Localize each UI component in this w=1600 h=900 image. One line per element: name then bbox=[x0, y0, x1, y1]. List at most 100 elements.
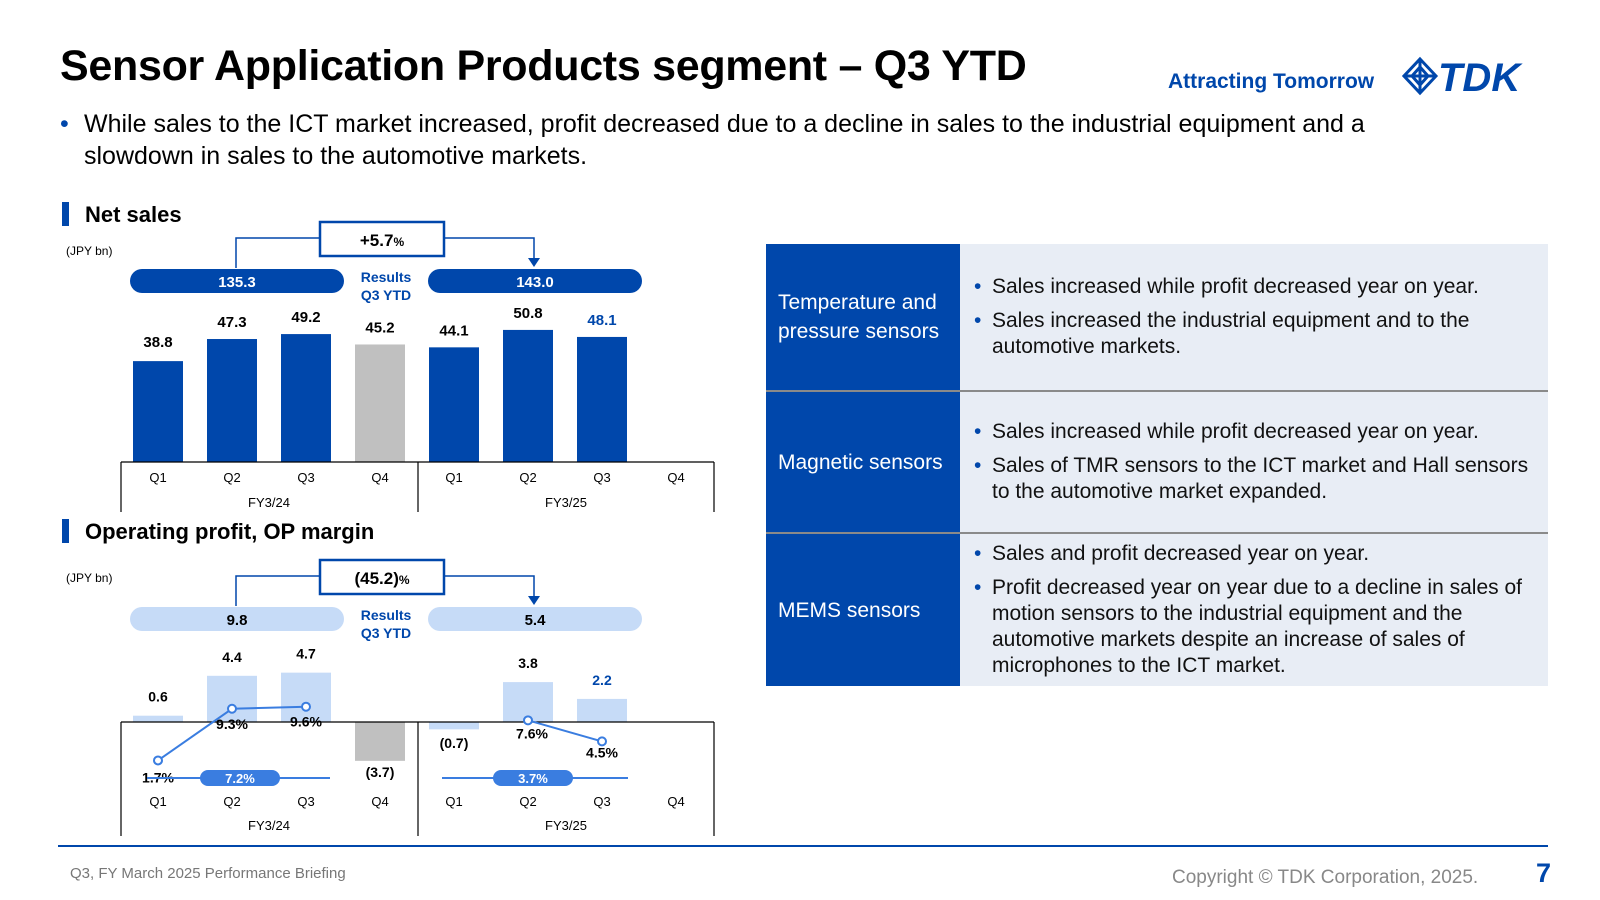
bar bbox=[429, 722, 479, 730]
connector-line bbox=[444, 237, 535, 260]
average-margin-label: 3.7% bbox=[518, 771, 548, 786]
data-label: 47.3 bbox=[217, 314, 246, 331]
margin-label: 4.5% bbox=[586, 744, 618, 760]
ytd-pill-current bbox=[428, 607, 642, 631]
data-label: 38.8 bbox=[143, 334, 172, 351]
net-sales-unit: (JPY bn) bbox=[66, 244, 113, 258]
x-tick-label: Q2 bbox=[519, 794, 536, 809]
data-label: (0.7) bbox=[440, 735, 469, 751]
change-box bbox=[318, 220, 446, 258]
bar bbox=[207, 675, 257, 722]
average-margin-pill bbox=[493, 770, 573, 786]
section-marker bbox=[62, 202, 69, 226]
change-value: +5.7% bbox=[360, 231, 405, 250]
segment-name: Temperature and pressure sensors bbox=[766, 244, 960, 390]
x-tick-label: Q4 bbox=[667, 794, 684, 809]
x-tick-label: Q4 bbox=[371, 794, 388, 809]
segment-row: Temperature and pressure sensors Sales i… bbox=[766, 244, 1548, 390]
page-title: Sensor Application Products segment – Q3… bbox=[60, 42, 1027, 90]
bar bbox=[133, 361, 183, 462]
bar bbox=[281, 672, 331, 722]
arrow-head-icon bbox=[528, 258, 540, 267]
net-sales-title: Net sales bbox=[85, 202, 182, 227]
change-unit: % bbox=[393, 235, 404, 249]
segment-body: Sales increased while profit decreased y… bbox=[960, 392, 1548, 532]
bar bbox=[503, 329, 553, 462]
change-number: (45.2) bbox=[354, 569, 398, 588]
segment-row: MEMS sensors Sales and profit decreased … bbox=[766, 534, 1548, 686]
margin-point bbox=[597, 736, 607, 747]
segment-name: MEMS sensors bbox=[766, 534, 960, 686]
bar bbox=[355, 722, 405, 761]
row-divider bbox=[766, 532, 1548, 534]
summary-text: While sales to the ICT market increased,… bbox=[84, 110, 1365, 170]
bar bbox=[429, 347, 479, 462]
x-tick-label: Q4 bbox=[667, 470, 684, 485]
footer-copyright: Copyright © TDK Corporation, 2025. bbox=[1172, 867, 1479, 888]
net-sales-chart: 38.8 47.3 49.2 45.2 44.1 50.8 48.1 Q1 Q2 Q3 Q4 Q1 Q2… bbox=[120, 220, 715, 512]
footer-divider bbox=[58, 845, 1548, 847]
page-number: 7 bbox=[1536, 858, 1552, 888]
tdk-logo-text: TDK bbox=[1438, 56, 1523, 96]
average-margin-pill bbox=[200, 770, 280, 786]
x-tick-label: Q1 bbox=[445, 794, 462, 809]
data-label: 48.1 bbox=[587, 312, 616, 329]
x-tick-label: Q1 bbox=[445, 470, 462, 485]
data-label: 0.6 bbox=[148, 689, 168, 705]
x-tick-label: Q3 bbox=[593, 794, 610, 809]
footer-briefing: Q3, FY March 2025 Performance Briefing bbox=[70, 865, 346, 882]
change-unit: % bbox=[399, 573, 410, 587]
data-label: 2.2 bbox=[592, 672, 612, 688]
data-label: 4.4 bbox=[222, 649, 242, 665]
segment-bullet: Sales increased the industrial equipment… bbox=[974, 308, 1530, 360]
data-label: 4.7 bbox=[296, 646, 316, 662]
connector-line bbox=[235, 575, 320, 606]
segment-body: Sales and profit decreased year on year.… bbox=[960, 534, 1548, 686]
segment-bullet: Sales increased while profit decreased y… bbox=[974, 419, 1530, 445]
op-title: Operating profit, OP margin bbox=[85, 519, 375, 544]
ytd-pill-current bbox=[428, 269, 642, 293]
ytd-pill-prior bbox=[130, 607, 344, 631]
data-label: 3.8 bbox=[518, 655, 538, 671]
group-label: FY3/24 bbox=[248, 495, 290, 510]
tdk-logo-icon bbox=[1401, 56, 1439, 96]
segment-body: Sales increased while profit decreased y… bbox=[960, 244, 1548, 390]
x-tick-label: Q3 bbox=[297, 794, 314, 809]
section-marker bbox=[62, 519, 69, 543]
average-margin-label: 7.2% bbox=[225, 771, 255, 786]
x-tick-label: Q3 bbox=[593, 470, 610, 485]
ytd-label: Q3 YTD bbox=[361, 287, 411, 303]
data-label: 44.1 bbox=[439, 322, 468, 339]
margin-label: 9.3% bbox=[216, 716, 248, 732]
connector-line bbox=[235, 237, 320, 268]
results-label: Results bbox=[361, 607, 412, 623]
segment-row: Magnetic sensors Sales increased while p… bbox=[766, 392, 1548, 532]
row-divider bbox=[766, 390, 1548, 392]
segment-name: Magnetic sensors bbox=[766, 392, 960, 532]
bullet-dot: • bbox=[60, 110, 69, 138]
change-number: +5.7 bbox=[360, 231, 394, 250]
results-label: Results bbox=[361, 269, 412, 285]
margin-line bbox=[527, 719, 603, 743]
bar bbox=[281, 334, 331, 462]
bar bbox=[355, 344, 405, 462]
data-label: (3.7) bbox=[366, 764, 395, 780]
ytd-current-value: 143.0 bbox=[516, 274, 554, 291]
data-label: 50.8 bbox=[513, 305, 542, 322]
data-label: 45.2 bbox=[365, 319, 394, 336]
margin-label: 9.6% bbox=[290, 714, 322, 730]
bar bbox=[577, 336, 627, 462]
margin-point bbox=[301, 701, 311, 712]
margin-label: 7.6% bbox=[516, 725, 548, 741]
operating-profit-chart: 0.6 4.4 4.7 (3.7) (0.7) 3.8 2.2 Q1 Q2 Q3 Q4 Q1 Q2 Q3 Q… bbox=[120, 558, 715, 836]
op-unit: (JPY bn) bbox=[66, 571, 113, 585]
x-tick-label: Q1 bbox=[149, 470, 166, 485]
x-tick-label: Q2 bbox=[223, 470, 240, 485]
segment-bullet: Sales increased while profit decreased y… bbox=[974, 274, 1530, 300]
tagline: Attracting Tomorrow bbox=[1168, 70, 1375, 93]
bar bbox=[133, 715, 183, 722]
segment-bullet: Profit decreased year on year due to a d… bbox=[974, 575, 1530, 679]
ytd-prior-value: 135.3 bbox=[218, 274, 256, 291]
connector-line bbox=[444, 575, 535, 598]
margin-point bbox=[227, 703, 237, 714]
